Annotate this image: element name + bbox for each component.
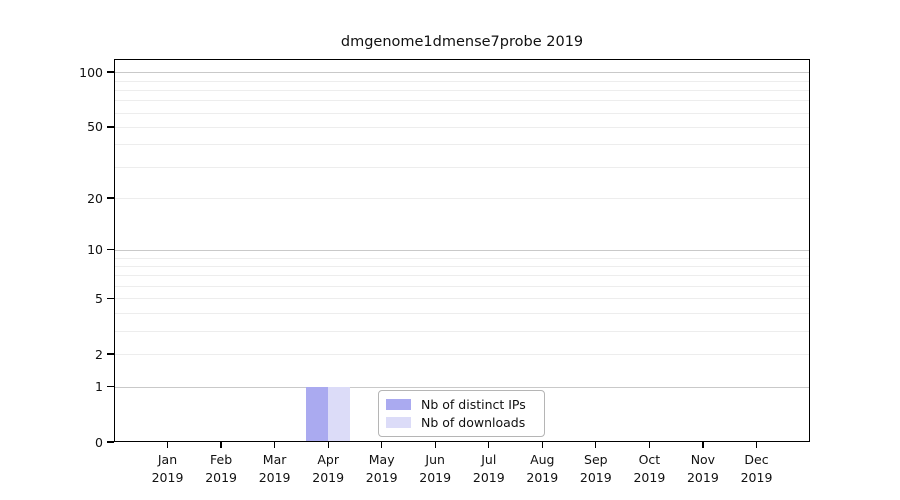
gridline-minor bbox=[114, 330, 810, 332]
gridline-minor bbox=[114, 354, 810, 355]
x-tick-label: Dec 2019 bbox=[740, 452, 773, 485]
x-tick-mark bbox=[488, 442, 490, 448]
x-tick-label: Sep 2019 bbox=[579, 452, 612, 485]
bar-distinct-ips bbox=[306, 386, 329, 442]
gridline-major bbox=[114, 386, 810, 388]
gridline-minor bbox=[114, 265, 810, 267]
gridline-minor bbox=[114, 313, 810, 314]
legend-label-distinct-ips: Nb of distinct IPs bbox=[421, 397, 526, 413]
y-tick-label: 5 bbox=[95, 290, 103, 306]
x-tick-label: Apr 2019 bbox=[312, 452, 345, 485]
y-tick-mark bbox=[107, 441, 114, 443]
x-tick-mark bbox=[273, 442, 276, 448]
x-tick-mark bbox=[648, 442, 651, 448]
chart-title: dmgenome1dmense7probe 2019 bbox=[340, 34, 584, 50]
legend: Nb of distinct IPs Nb of downloads bbox=[378, 390, 545, 437]
x-tick-mark bbox=[220, 442, 222, 448]
y-tick-mark bbox=[107, 249, 114, 251]
gridline-minor bbox=[114, 144, 810, 146]
x-tick-mark bbox=[755, 442, 758, 448]
gridline-major bbox=[114, 72, 810, 74]
x-tick-label: Mar 2019 bbox=[258, 452, 291, 485]
x-tick-mark bbox=[166, 442, 169, 448]
gridline-minor bbox=[114, 257, 810, 259]
y-tick-label: 0 bbox=[95, 434, 103, 450]
x-tick-label: Jun 2019 bbox=[419, 452, 452, 485]
y-tick-mark bbox=[107, 71, 114, 73]
y-tick-label: 100 bbox=[79, 64, 103, 80]
legend-entry-downloads: Nb of downloads bbox=[386, 414, 536, 432]
x-tick-mark bbox=[541, 442, 543, 448]
x-tick-mark bbox=[434, 442, 436, 448]
y-tick-label: 10 bbox=[87, 242, 103, 258]
x-tick-mark bbox=[702, 442, 704, 448]
x-tick-mark bbox=[595, 442, 597, 448]
y-tick-mark bbox=[107, 385, 114, 388]
gridline-minor bbox=[114, 126, 810, 128]
y-tick-mark bbox=[107, 126, 114, 128]
y-tick-label: 2 bbox=[95, 346, 103, 362]
y-tick-label: 50 bbox=[87, 119, 103, 135]
x-tick-label: May 2019 bbox=[365, 452, 398, 485]
x-tick-mark bbox=[327, 442, 329, 448]
gridline-minor bbox=[114, 298, 810, 300]
y-tick-mark bbox=[107, 297, 114, 300]
legend-entry-distinct-ips: Nb of distinct IPs bbox=[386, 396, 536, 414]
bar-downloads bbox=[328, 386, 351, 442]
y-tick-mark bbox=[107, 353, 114, 355]
gridline-minor bbox=[114, 275, 810, 277]
legend-swatch-distinct-ips bbox=[386, 399, 411, 411]
gridline-minor bbox=[114, 112, 810, 114]
gridline-minor bbox=[114, 286, 810, 288]
x-tick-label: Nov 2019 bbox=[686, 452, 719, 485]
gridline-minor bbox=[114, 166, 810, 168]
x-tick-label: Feb 2019 bbox=[205, 452, 237, 485]
gridline-minor bbox=[114, 100, 810, 102]
gridline-minor bbox=[114, 198, 810, 199]
legend-swatch-downloads bbox=[386, 416, 411, 428]
y-tick-label: 20 bbox=[87, 190, 103, 206]
x-tick-label: Oct 2019 bbox=[633, 452, 666, 485]
gridline-minor bbox=[114, 80, 810, 82]
gridline-major bbox=[114, 249, 810, 251]
legend-label-downloads: Nb of downloads bbox=[421, 414, 526, 430]
x-tick-label: Jul 2019 bbox=[472, 452, 505, 485]
x-tick-mark bbox=[381, 442, 383, 448]
x-tick-label: Jan 2019 bbox=[151, 452, 184, 485]
y-tick-mark bbox=[107, 197, 114, 199]
y-tick-label: 1 bbox=[95, 379, 103, 394]
x-tick-label: Aug 2019 bbox=[526, 452, 559, 485]
gridline-minor bbox=[114, 89, 810, 91]
